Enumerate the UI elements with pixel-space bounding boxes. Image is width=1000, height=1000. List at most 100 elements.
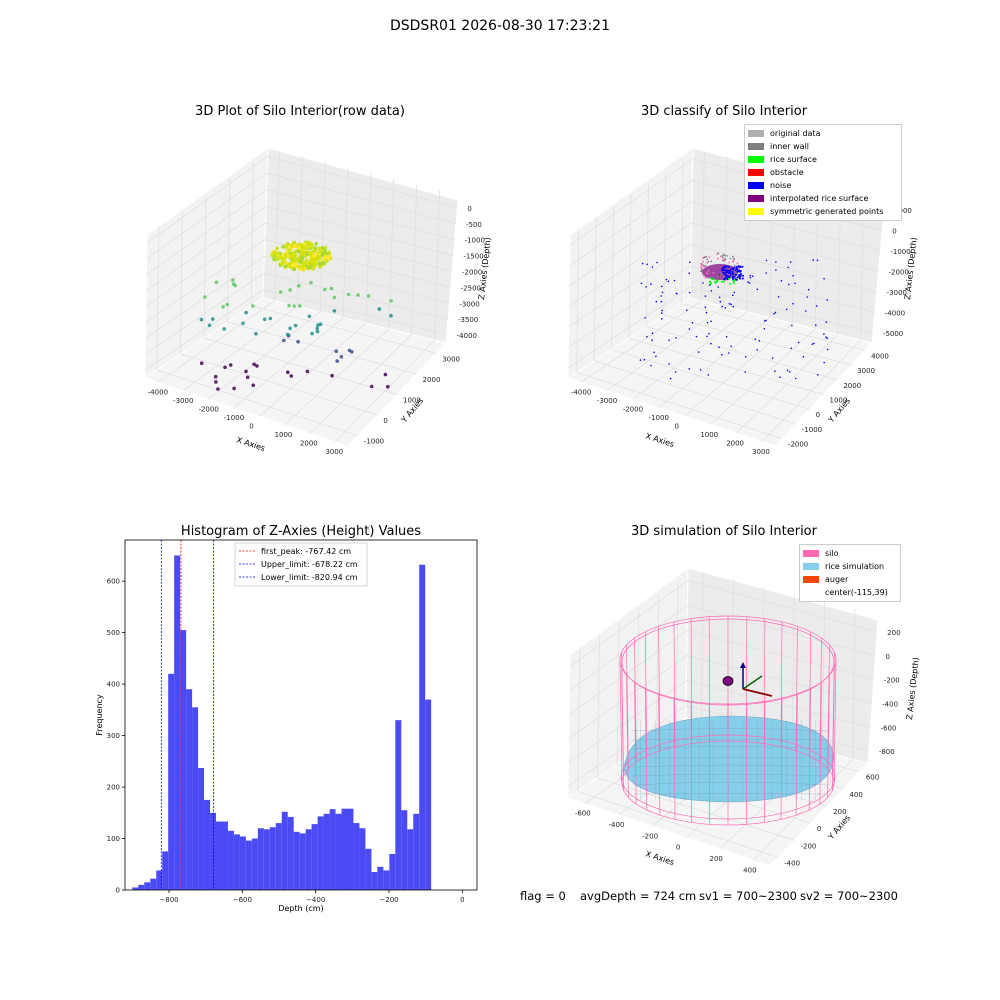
silo-vertical: [763, 701, 766, 823]
cls-wall-point: [734, 272, 737, 274]
cls-noise-point: [718, 296, 721, 299]
sim-ygrid-wall: [636, 608, 640, 752]
cls-wall-point: [708, 269, 711, 271]
cls-wall-point: [732, 255, 734, 258]
raw-xgrid-wall: [434, 190, 440, 341]
raw-point: [306, 261, 311, 266]
raw-point: [307, 314, 312, 319]
cls-noise-point: [668, 363, 670, 365]
legend-item: rice surface: [748, 153, 898, 166]
cls-noise-point: [661, 309, 663, 312]
cls-ztick: -2000: [889, 269, 909, 277]
hist-bar: [413, 813, 420, 890]
cls-noise-point: [749, 274, 751, 277]
sim-ylabel: Y Axies: [826, 813, 852, 842]
sim-ytick: 600: [866, 774, 879, 782]
hist-bar: [323, 813, 330, 890]
cls-ygrid-wall: [611, 206, 614, 350]
raw-point: [282, 260, 286, 264]
sim-xgrid-wall: [700, 571, 704, 722]
raw-point: [292, 267, 297, 272]
silo-vertical: [795, 693, 798, 816]
hist-bar: [227, 830, 234, 890]
raw-point: [317, 246, 321, 251]
silo-vertical: [673, 621, 676, 747]
cls-noise-point: [706, 335, 708, 338]
cls-noise-point: [726, 269, 729, 272]
cls-wall-point: [701, 272, 704, 275]
legend-upper-limit: Upper_limit: -678.22 cm: [261, 560, 358, 569]
hist-bar: [269, 827, 276, 890]
cls-noise-point: [674, 371, 677, 373]
cls-xtick: 1000: [700, 431, 718, 439]
cls-noise-point: [765, 259, 768, 262]
silo-vertical: [673, 698, 676, 820]
cls-wall-point: [708, 256, 711, 258]
cls-noise-point: [788, 371, 791, 373]
cls-noise-point: [724, 269, 727, 272]
cls-wall-point: [706, 272, 709, 275]
cls-noise-point: [688, 368, 690, 370]
raw-point: [298, 260, 303, 264]
legend-label: interpolated rice surface: [770, 194, 869, 203]
raw-ztick: -4000: [457, 332, 477, 340]
sim-ztick: -600: [881, 724, 897, 732]
cls-wall-point: [701, 267, 703, 270]
sim-zgrid: [569, 605, 876, 692]
rice-mesh-line: [633, 781, 827, 786]
sim-ygrid: [577, 791, 779, 858]
cls-noise-point: [726, 277, 729, 280]
hist-bar: [263, 829, 270, 890]
cls-noise-point: [734, 273, 737, 276]
cls-noise-point: [731, 272, 734, 275]
silo-vertical: [763, 618, 766, 744]
sim-zgrid: [568, 680, 871, 763]
cls-wall-point: [720, 255, 722, 258]
cls-noise-point: [792, 302, 794, 305]
hist-bar: [204, 799, 211, 890]
cls-noise-point: [675, 292, 678, 295]
raw-point: [300, 265, 304, 270]
cls-wall-point: [708, 272, 711, 274]
legend-item: auger: [803, 573, 897, 586]
hist-ytick-label: 600: [107, 578, 120, 586]
cls-wall-point: [721, 256, 724, 259]
hist-ticks: −800 −600 −400 −200 0 0 100 200 300 400 500 600: [107, 578, 465, 904]
cls-noise-point: [817, 374, 819, 376]
raw-xtick: 1000: [275, 431, 293, 439]
cls-noise-point: [812, 259, 814, 261]
cls-ztick: -1000: [890, 248, 910, 256]
legend-label: rice simulation: [825, 562, 885, 571]
hist-bar: [192, 707, 199, 890]
legend-swatch: [748, 143, 764, 150]
legend-label: inner wall: [770, 142, 810, 151]
raw-ygrid: [156, 369, 358, 437]
raw-point: [231, 282, 236, 286]
cls-zgrid: [569, 201, 881, 287]
legend-label: symmetric generated points: [770, 207, 884, 216]
raw-point: [386, 384, 390, 389]
cls-wall-point: [722, 253, 725, 256]
cls-xtick: 2000: [726, 439, 744, 447]
cls-noise-point: [815, 324, 817, 327]
cls-noise-point: [741, 277, 744, 280]
cls-ygrid: [594, 360, 796, 425]
raw-point: [305, 246, 309, 250]
legend-item: noise: [748, 179, 898, 192]
raw-zgrid: [145, 222, 453, 307]
hist-bar: [341, 808, 348, 890]
raw-pane-floor: [143, 297, 447, 447]
hist-bar: [407, 829, 414, 890]
cls-noise-point: [741, 265, 744, 268]
hist-bar: [216, 821, 222, 890]
cls-noise-point: [644, 317, 646, 319]
legend-item: inner wall: [748, 140, 898, 153]
cls-noise-point: [708, 333, 710, 335]
cls-noise-point: [823, 278, 825, 280]
cls-ygrid: [576, 371, 783, 439]
cls-noise-point: [641, 262, 644, 265]
cls-noise-point: [640, 282, 643, 285]
hist-bar: [401, 810, 408, 890]
raw-point: [278, 290, 283, 294]
raw-ztick: -3000: [459, 300, 479, 308]
